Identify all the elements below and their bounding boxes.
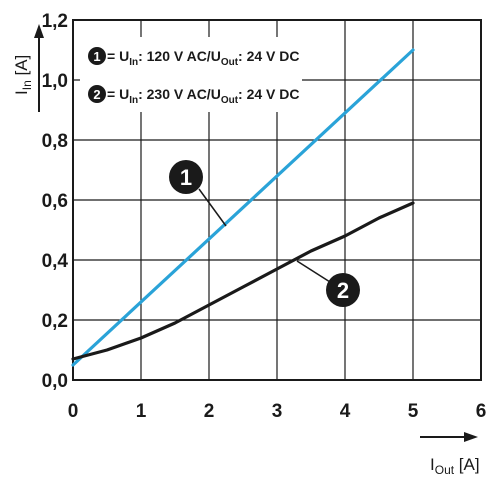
x-tick-labels: 0 1 2 3 4 5 6 [68,401,487,422]
legend-marker-2 [88,85,106,103]
x-tick-label: 2 [204,401,215,422]
y-tick-label: 0,4 [42,251,69,272]
legend-entry-2: = UIn: 230 V AC/UOut: 24 V DC [107,86,300,106]
callout-2-leader [296,260,331,283]
series-line-1 [71,48,415,367]
callout-1-label: 1 [180,165,192,190]
x-tick-label: 4 [340,401,351,422]
callout-2-label: 2 [337,278,349,303]
y-tick-label: 0,2 [42,311,68,332]
x-tick-label: 0 [68,401,79,422]
callout-2: 2 [296,260,360,307]
y-axis-label: IIn [A] [12,55,34,95]
y-tick-label: 0,6 [42,191,68,212]
x-tick-label: 5 [408,401,419,422]
series-line-2 [71,201,415,361]
x-axis-arrow-icon [464,432,478,442]
callout-1-leader [198,188,227,227]
legend-marker-1 [88,47,106,65]
y-tick-label: 0,0 [42,371,68,392]
legend-marker-1-label: 1 [93,49,100,64]
legend-box [80,37,302,112]
y-axis-arrow-icon [34,24,44,38]
legend-entry-1: = UIn: 120 V AC/UOut: 24 V DC [107,48,300,68]
y-tick-label: 1,2 [42,11,68,32]
plot-frame [72,19,482,381]
x-tick-label: 1 [136,401,147,422]
y-tick-label: 1,0 [42,71,68,92]
x-tick-label: 3 [272,401,283,422]
x-axis-label: IOut [A] [430,455,480,477]
legend-marker-2-label: 2 [93,87,100,102]
y-tick-label: 0,8 [42,131,68,152]
callout-1: 1 [169,160,227,227]
legend: 1 = UIn: 120 V AC/UOut: 24 V DC 2 = UIn:… [80,37,302,112]
callout-1-marker [169,160,203,194]
callout-2-marker [326,273,360,307]
x-tick-label: 6 [476,401,487,422]
y-tick-labels: 0,0 0,2 0,4 0,6 0,8 1,0 1,2 [42,11,69,392]
series-layer [71,48,415,367]
